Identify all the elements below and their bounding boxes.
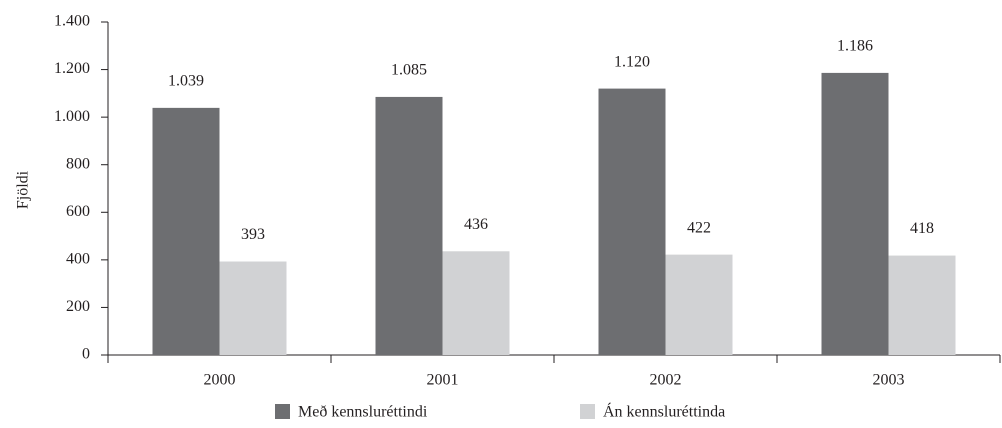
value-label: 418	[910, 220, 934, 237]
y-tick-label: 200	[66, 298, 90, 315]
bar	[152, 107, 220, 356]
legend-label: Með kennsluréttindi	[298, 404, 428, 421]
x-tick-label: 2002	[650, 372, 682, 389]
y-tick-label: 400	[66, 251, 90, 268]
bar	[442, 251, 510, 355]
y-tick-label: 1.200	[54, 60, 90, 77]
x-tick-label: 2003	[873, 372, 905, 389]
y-tick-label: 800	[66, 155, 90, 172]
y-tick-label: 600	[66, 203, 90, 220]
value-label: 422	[687, 219, 711, 236]
bar	[219, 261, 287, 355]
bar	[888, 255, 956, 355]
y-tick-label: 1.400	[54, 13, 90, 30]
bar	[375, 96, 443, 356]
value-label: 436	[464, 216, 488, 233]
value-label: 393	[241, 226, 265, 243]
y-tick-label: 0	[82, 346, 90, 363]
value-label: 1.186	[837, 38, 873, 55]
value-label: 1.085	[391, 62, 427, 79]
x-tick-label: 2000	[204, 372, 236, 389]
legend-swatch	[275, 404, 290, 419]
y-tick-label: 1.000	[54, 108, 90, 125]
value-label: 1.120	[614, 53, 650, 70]
x-tick-label: 2001	[427, 372, 459, 389]
bar	[598, 88, 666, 355]
bar	[665, 254, 733, 355]
legend-swatch	[580, 404, 595, 419]
bar	[821, 72, 889, 355]
y-axis-label: Fjöldi	[15, 170, 32, 209]
value-label: 1.039	[168, 73, 204, 90]
legend-label: Án kennsluréttinda	[603, 402, 725, 421]
